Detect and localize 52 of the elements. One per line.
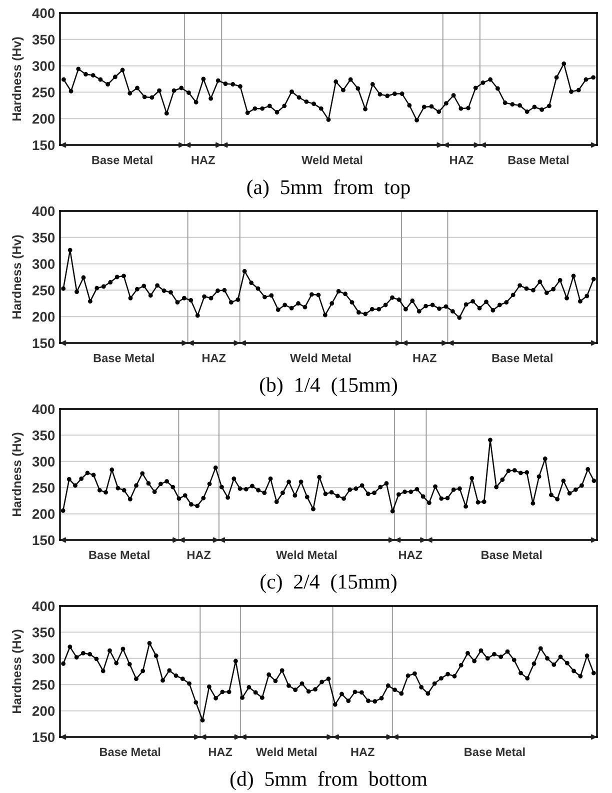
y-tick-label: 400 — [32, 206, 55, 216]
text: Base Metal — [508, 156, 568, 164]
text: Weld Metal — [302, 156, 362, 164]
y-tick-label: 200 — [32, 509, 55, 519]
text: Base Metal — [464, 747, 525, 756]
y-tick-label: 300 — [32, 654, 55, 664]
text: Weld Metal — [276, 550, 337, 560]
y-axis-title: Hardness (Hv) — [12, 37, 24, 121]
y-axis-title: Hardness (Hv) — [12, 235, 24, 319]
text: HAZ — [208, 748, 232, 756]
text: Base Metal — [94, 354, 154, 362]
text: Base Metal — [100, 747, 160, 756]
y-tick-label: 250 — [32, 482, 55, 493]
text: HAZ — [399, 550, 422, 560]
y-tick-label: 400 — [32, 404, 55, 414]
text: HAZ — [192, 156, 215, 164]
y-tick-label: 250 — [32, 286, 55, 296]
text: Base Metal — [89, 550, 150, 560]
y-tick-label: 250 — [32, 680, 55, 690]
text: HAZ — [202, 354, 226, 362]
text: Weld Metal — [290, 354, 351, 362]
y-tick-label: 350 — [32, 628, 55, 638]
y-tick-label: 350 — [32, 34, 55, 45]
y-tick-label: 250 — [32, 88, 55, 98]
y-tick-label: 150 — [32, 535, 55, 546]
y-tick-label: 200 — [32, 114, 55, 124]
text: HAZ — [450, 156, 474, 164]
y-tick-label: 300 — [32, 259, 55, 269]
y-tick-label: 350 — [32, 430, 55, 440]
y-tick-label: 350 — [32, 232, 55, 243]
text: (d) 5mm from bottom — [230, 771, 428, 790]
y-tick-label: 200 — [32, 706, 55, 716]
text: Base Metal — [482, 550, 542, 560]
text: (a) 5mm from top — [247, 179, 410, 198]
y-tick-label: 150 — [32, 338, 55, 348]
text: (c) 2/4 (15mm) — [260, 574, 396, 593]
text: Weld Metal — [256, 747, 317, 756]
y-tick-label: 150 — [32, 732, 55, 742]
text: HAZ — [413, 354, 436, 362]
y-tick-label: 150 — [32, 140, 55, 150]
y-tick-label: 300 — [32, 61, 55, 71]
text: Base Metal — [92, 156, 152, 164]
y-axis-title: Hardness (Hv) — [12, 630, 24, 714]
text: Base Metal — [492, 354, 552, 362]
text: HAZ — [351, 748, 374, 756]
y-tick-label: 400 — [32, 601, 55, 612]
text: (b) 1/4 (15mm) — [260, 377, 398, 396]
text: HAZ — [187, 550, 211, 560]
y-tick-label: 300 — [32, 456, 55, 467]
y-tick-label: 200 — [32, 312, 55, 322]
y-tick-label: 400 — [32, 8, 55, 18]
y-axis-title: Hardness (Hv) — [12, 432, 24, 516]
